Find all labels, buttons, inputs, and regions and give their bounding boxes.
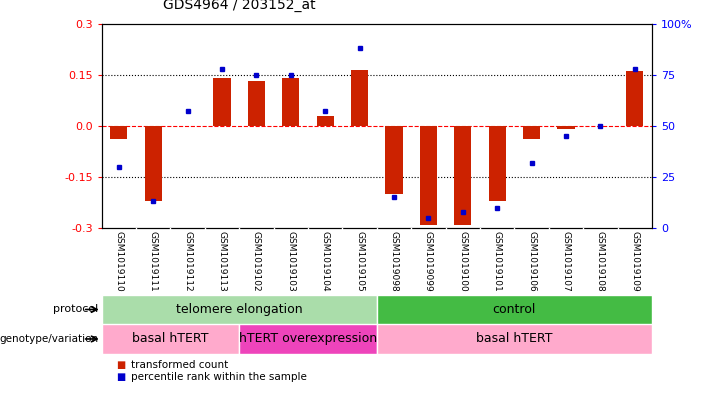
- Text: basal hTERT: basal hTERT: [476, 332, 552, 345]
- Text: GSM1019109: GSM1019109: [630, 231, 639, 292]
- Text: GSM1019099: GSM1019099: [424, 231, 433, 292]
- Bar: [377, 324, 652, 354]
- Bar: [377, 295, 652, 324]
- Bar: [144, 126, 162, 201]
- Text: GSM1019104: GSM1019104: [320, 231, 329, 292]
- Bar: [102, 324, 239, 354]
- Bar: [102, 295, 377, 324]
- Bar: [386, 126, 402, 194]
- Text: GSM1019105: GSM1019105: [355, 231, 364, 292]
- Bar: [248, 81, 265, 126]
- Text: GSM1019101: GSM1019101: [493, 231, 502, 292]
- Text: GSM1019113: GSM1019113: [217, 231, 226, 292]
- Bar: [213, 78, 231, 126]
- Text: GSM1019106: GSM1019106: [527, 231, 536, 292]
- Text: ■: ■: [116, 360, 125, 370]
- Bar: [523, 126, 540, 140]
- Text: basal hTERT: basal hTERT: [132, 332, 209, 345]
- Text: telomere elongation: telomere elongation: [176, 303, 303, 316]
- Text: GSM1019110: GSM1019110: [114, 231, 123, 292]
- Text: GSM1019111: GSM1019111: [149, 231, 158, 292]
- Bar: [110, 126, 128, 140]
- Text: GSM1019102: GSM1019102: [252, 231, 261, 292]
- Bar: [489, 126, 505, 201]
- Bar: [626, 71, 644, 126]
- Bar: [557, 126, 575, 129]
- Text: GSM1019103: GSM1019103: [286, 231, 295, 292]
- Text: GSM1019107: GSM1019107: [562, 231, 571, 292]
- Bar: [239, 324, 377, 354]
- Text: protocol: protocol: [53, 305, 98, 314]
- Text: hTERT overexpression: hTERT overexpression: [239, 332, 377, 345]
- Text: ■: ■: [116, 372, 125, 382]
- Text: GDS4964 / 203152_at: GDS4964 / 203152_at: [163, 0, 315, 12]
- Text: genotype/variation: genotype/variation: [0, 334, 98, 344]
- Bar: [420, 126, 437, 224]
- Text: percentile rank within the sample: percentile rank within the sample: [131, 372, 307, 382]
- Bar: [283, 78, 299, 126]
- Bar: [454, 126, 471, 224]
- Text: control: control: [493, 303, 536, 316]
- Bar: [351, 70, 368, 126]
- Text: transformed count: transformed count: [131, 360, 229, 370]
- Bar: [317, 116, 334, 126]
- Text: GSM1019112: GSM1019112: [183, 231, 192, 292]
- Text: GSM1019098: GSM1019098: [390, 231, 398, 292]
- Text: GSM1019108: GSM1019108: [596, 231, 605, 292]
- Text: GSM1019100: GSM1019100: [458, 231, 468, 292]
